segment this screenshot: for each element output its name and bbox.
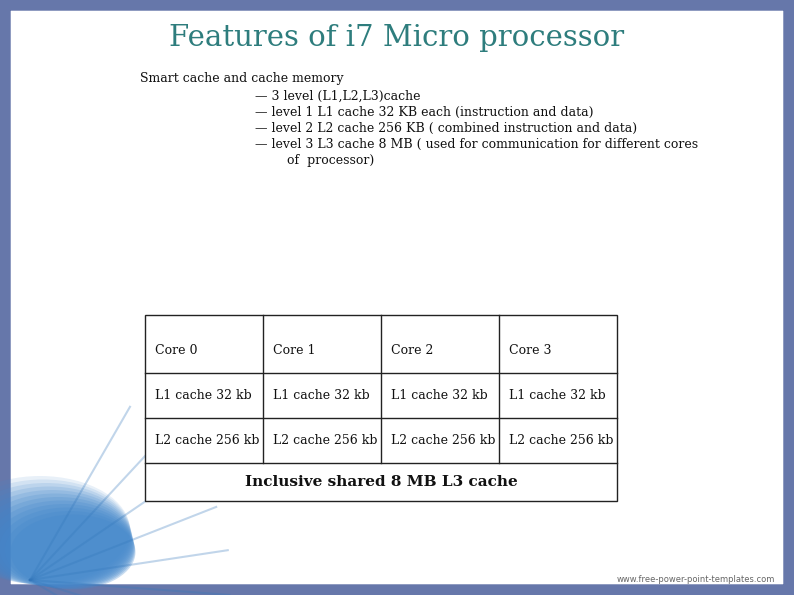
Text: Core 3: Core 3 [509, 345, 552, 358]
Text: www.free-power-point-templates.com: www.free-power-point-templates.com [617, 575, 775, 584]
Text: L1 cache 32 kb: L1 cache 32 kb [509, 389, 606, 402]
Ellipse shape [0, 476, 130, 584]
Ellipse shape [0, 480, 130, 584]
Text: Core 0: Core 0 [155, 345, 198, 358]
Text: — level 1 L1 cache 32 KB each (instruction and data): — level 1 L1 cache 32 KB each (instructi… [255, 106, 593, 119]
Ellipse shape [0, 497, 133, 587]
Ellipse shape [0, 490, 132, 586]
Bar [145, 315, 617, 501]
Text: L2 cache 256 kb: L2 cache 256 kb [155, 434, 260, 447]
Ellipse shape [0, 500, 133, 587]
Text: L2 cache 256 kb: L2 cache 256 kb [391, 434, 495, 447]
Text: L2 cache 256 kb: L2 cache 256 kb [273, 434, 377, 447]
Ellipse shape [5, 511, 135, 589]
Text: — level 3 L3 cache 8 MB ( used for communication for different cores: — level 3 L3 cache 8 MB ( used for commu… [255, 138, 698, 151]
Text: — level 2 L2 cache 256 KB ( combined instruction and data): — level 2 L2 cache 256 KB ( combined ins… [255, 122, 637, 135]
Ellipse shape [0, 493, 133, 587]
FancyBboxPatch shape [16, 16, 778, 579]
Text: Smart cache and cache memory: Smart cache and cache memory [140, 72, 344, 85]
Ellipse shape [0, 504, 134, 588]
Text: of  processor): of processor) [255, 154, 374, 167]
Text: L1 cache 32 kb: L1 cache 32 kb [155, 389, 252, 402]
Text: Core 1: Core 1 [273, 345, 315, 358]
Text: L1 cache 32 kb: L1 cache 32 kb [391, 389, 488, 402]
Ellipse shape [0, 487, 132, 585]
Ellipse shape [10, 515, 136, 590]
Text: L1 cache 32 kb: L1 cache 32 kb [273, 389, 370, 402]
Text: Inclusive shared 8 MB L3 cache: Inclusive shared 8 MB L3 cache [245, 475, 518, 489]
Text: Core 2: Core 2 [391, 345, 434, 358]
Ellipse shape [0, 483, 131, 585]
Text: Features of i7 Micro processor: Features of i7 Micro processor [169, 24, 625, 52]
Bar [145, 315, 617, 501]
Ellipse shape [0, 508, 134, 588]
Text: L2 cache 256 kb: L2 cache 256 kb [509, 434, 614, 447]
Text: — 3 level (L1,L2,L3)cache: — 3 level (L1,L2,L3)cache [255, 90, 421, 103]
